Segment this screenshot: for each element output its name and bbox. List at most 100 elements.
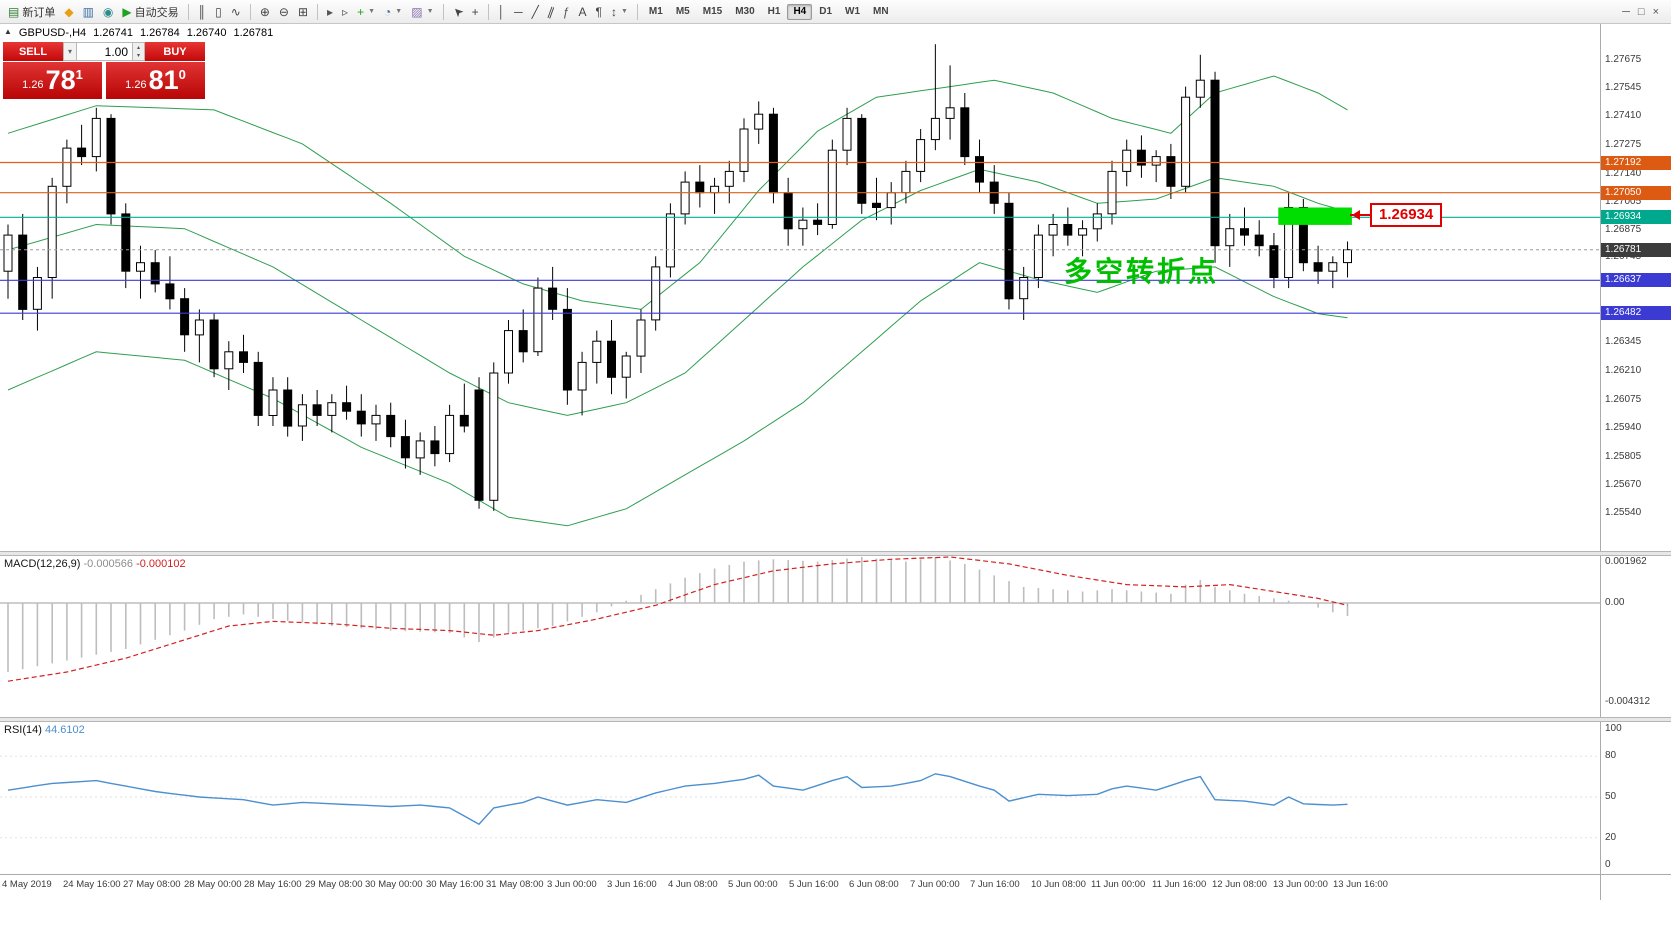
time-label: 13 Jun 16:00 [1333, 879, 1388, 890]
time-label: 3 Jun 00:00 [547, 879, 597, 890]
rsi-axis[interactable]: 100 80 50 20 0 [1600, 722, 1671, 874]
candlestick-chart-icon: ▯ [215, 4, 222, 19]
lot-spinner-up-icon[interactable]: ▴ [133, 43, 144, 52]
price-tick: 1.27005 [1605, 196, 1642, 207]
auto-scroll-icon[interactable]: ▸ [323, 2, 337, 22]
sell-label[interactable]: SELL [3, 42, 63, 61]
timeframe-button-H1[interactable]: H1 [767, 5, 781, 17]
indicators-icon-dropdown[interactable]: ▼ [368, 8, 376, 15]
templates-icon-dropdown[interactable]: ▼ [426, 8, 434, 15]
zoom-out-icon[interactable]: ⊖ [275, 2, 293, 22]
restore-button[interactable]: □ [1637, 5, 1645, 18]
timeframe-button-M30[interactable]: M30 [735, 5, 755, 17]
time-label: 30 May 00:00 [365, 879, 423, 890]
macd-panel[interactable]: MACD(12,26,9) -0.000566 -0.000102 [0, 556, 1600, 717]
candlestick-chart-icon[interactable]: ▯ [211, 2, 226, 22]
macd-value: -0.000566 [83, 558, 134, 570]
line-chart-icon[interactable]: ∿ [227, 2, 245, 22]
buy-button[interactable]: 1.26 81 0 [106, 62, 205, 99]
trendline-icon[interactable]: ╱ [528, 2, 543, 22]
order-type-dropdown[interactable]: ▾ [63, 42, 77, 61]
panel-splitter-1[interactable] [0, 551, 1671, 556]
tile-windows-icon: ⊞ [297, 4, 309, 19]
rsi-panel[interactable]: RSI(14) 44.6102 [0, 722, 1600, 874]
price-tick: 1.27675 [1605, 54, 1642, 65]
autotrading-button[interactable]: ▶ 自动交易 [118, 2, 182, 22]
new-order-button[interactable]: ▤ 新订单 [4, 2, 59, 22]
price-tick: 1.25540 [1605, 507, 1642, 518]
chart-shift-icon[interactable]: ▹ [338, 2, 352, 22]
bar-chart-icon[interactable]: ║ [194, 2, 211, 22]
timeframe-button-M15[interactable]: M15 [702, 5, 723, 17]
price-tag-1.26482: 1.26482 [1601, 306, 1671, 320]
horizontal-line-icon: ─ [514, 4, 523, 19]
timeframe-button-M5[interactable]: M5 [675, 5, 690, 17]
toolbar-separator [636, 3, 638, 20]
price-tick: 1.25670 [1605, 479, 1642, 490]
symbol-name: GBPUSD-,H4 [18, 27, 87, 39]
annotation-turning-point[interactable]: 多空转折点 [1064, 256, 1220, 287]
oneclick-expander[interactable]: ▲ [4, 27, 12, 36]
periods-icon[interactable]: ◔ ▼ [380, 2, 406, 22]
macd-tick: -0.004312 [1605, 696, 1651, 707]
cursor-icon[interactable]: ➤ [449, 2, 467, 22]
sell-price-prefix: 1.26 [22, 78, 44, 91]
market-watch-icon[interactable]: ▥ [79, 2, 98, 22]
macd-axis[interactable]: 0.001962 0.00 -0.004312 [1600, 556, 1671, 717]
timeframe-button-MN[interactable]: MN [873, 5, 889, 17]
main-chart-panel[interactable]: ▲ GBPUSD-,H4 1.26741 1.26784 1.26740 1.2… [0, 24, 1600, 551]
buy-label[interactable]: BUY [145, 42, 205, 61]
channel-icon[interactable]: ∥ [544, 2, 558, 22]
main-chart-canvas[interactable] [0, 24, 1600, 551]
price-tag-1.26781: 1.26781 [1601, 243, 1671, 257]
ohlc-high: 1.26784 [139, 27, 180, 39]
panel-splitter-2[interactable] [0, 717, 1671, 722]
close-button[interactable]: × [1652, 5, 1659, 18]
time-label: 28 May 16:00 [244, 879, 302, 890]
label-icon[interactable]: ¶ [592, 2, 606, 22]
autotrading-button-label: 自动交易 [134, 6, 179, 19]
time-label: 7 Jun 00:00 [910, 879, 960, 890]
buy-price-pipette: 0 [178, 67, 186, 82]
one-click-trading-panel: SELL ▾ 1.00 ▴ ▾ BUY 1.26 78 1 1.26 81 0 [3, 42, 205, 99]
price-axis[interactable]: 1.27675 1.27545 1.27410 1.27275 1.27140 1.270… [1600, 24, 1671, 551]
arrows-icon[interactable]: ↕ ▼ [607, 2, 632, 22]
callout-arrow-icon [1350, 210, 1370, 220]
periods-icon-dropdown[interactable]: ▼ [395, 8, 403, 15]
timeframe-button-W1[interactable]: W1 [845, 5, 861, 17]
sell-button[interactable]: 1.26 78 1 [3, 62, 102, 99]
tile-windows-icon[interactable]: ⊞ [294, 2, 312, 22]
timeframe-button-D1[interactable]: D1 [819, 5, 833, 17]
horizontal-line-icon[interactable]: ─ [510, 2, 527, 22]
time-label: 3 Jun 16:00 [607, 879, 657, 890]
time-label: 7 Jun 16:00 [970, 879, 1020, 890]
indicators-icon[interactable]: + ▼ [353, 2, 379, 22]
indicators-icon: + [357, 4, 365, 19]
window-controls: ─ □ × [1622, 6, 1667, 18]
lot-size-input[interactable]: 1.00 [77, 42, 133, 61]
time-label: 13 Jun 00:00 [1273, 879, 1328, 890]
chart-profile-icon[interactable]: ◆ [60, 2, 77, 22]
navigator-icon[interactable]: ◉ [99, 2, 117, 22]
text-icon[interactable]: A [575, 2, 591, 22]
zoom-in-icon[interactable]: ⊕ [256, 2, 274, 22]
time-label: 28 May 00:00 [184, 879, 242, 890]
lot-spinner[interactable]: ▴ ▾ [133, 42, 145, 61]
bollinger-lower-line [7, 262, 1348, 527]
vertical-line-icon[interactable]: │ [494, 2, 510, 22]
highlight-rectangle[interactable] [1278, 207, 1352, 225]
toolbar-separator [317, 3, 319, 20]
timeframe-button-M1[interactable]: M1 [648, 5, 663, 17]
fibonacci-icon[interactable]: ƒ [559, 2, 574, 22]
time-axis[interactable]: 4 May 2019 24 May 16:00 27 May 08:00 28 May… [0, 874, 1671, 900]
crosshair-icon[interactable]: + [468, 2, 483, 22]
templates-icon[interactable]: ▨ ▼ [407, 2, 437, 22]
timeframe-button-H4[interactable]: H4 [787, 3, 813, 20]
lot-spinner-down-icon[interactable]: ▾ [133, 51, 144, 60]
minimize-button[interactable]: ─ [1622, 5, 1630, 18]
macd-signal-line [7, 556, 1348, 682]
arrows-icon-dropdown[interactable]: ▼ [620, 8, 628, 15]
time-label: 11 Jun 00:00 [1091, 879, 1146, 890]
price-callout[interactable]: 1.26934 [1350, 203, 1443, 227]
